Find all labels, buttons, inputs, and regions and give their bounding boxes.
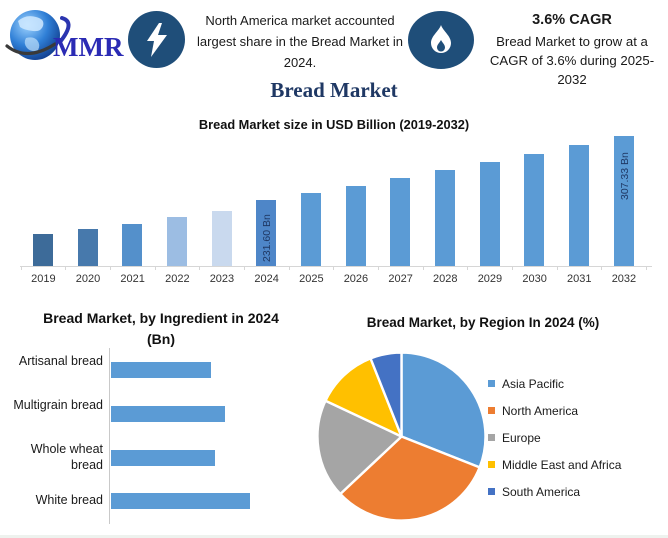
bar-2028	[435, 170, 455, 266]
bar-whole-wheat-bread	[111, 450, 215, 466]
legend-item-middle-east-and-africa: Middle East and Africa	[488, 457, 621, 472]
region-chart-title: Bread Market, by Region In 2024 (%)	[366, 315, 600, 330]
axis-tick	[110, 266, 111, 270]
ingredient-chart-axis	[109, 348, 110, 524]
data-label-2032: 307.33 Bn	[618, 152, 631, 200]
legend-swatch-icon	[488, 461, 495, 468]
axis-tick	[244, 266, 245, 270]
globe-icon	[5, 10, 71, 60]
pie-slice-asia-pacific	[400, 351, 487, 469]
x-axis-label-2024: 2024	[254, 273, 279, 285]
x-axis-label-2031: 2031	[566, 273, 592, 285]
cagr-title: 3.6% CAGR	[532, 12, 612, 28]
ingredient-chart-title: Bread Market, by Ingredient in 2024 (Bn)	[20, 308, 302, 350]
axis-tick	[601, 266, 603, 270]
bar-2023	[212, 211, 232, 266]
bar-artisanal-bread	[111, 362, 211, 378]
ingredient-chart-panel: Bread Market, by Ingredient in 2024 (Bn)…	[0, 300, 322, 535]
legend-label: Europe	[502, 430, 541, 445]
legend-item-asia-pacific: Asia Pacific	[488, 376, 621, 391]
lightning-badge	[128, 11, 185, 68]
pie-slice-north-america	[339, 435, 481, 522]
legend-label: Asia Pacific	[502, 376, 565, 391]
bar-white-bread	[111, 493, 250, 509]
axis-tick	[645, 266, 647, 270]
axis-tick	[199, 266, 201, 270]
pie-slice-europe	[316, 399, 403, 496]
data-label-2024: 231.60 Bn	[260, 214, 273, 262]
legend-label: Middle East and Africa	[502, 457, 622, 472]
x-axis-label-2029: 2029	[477, 273, 503, 285]
axis-tick	[422, 266, 424, 270]
axis-tick	[154, 266, 156, 270]
ingredient-chart-title-line1: Bread Market, by Ingredient in 2024	[43, 310, 279, 326]
bar-2027	[390, 178, 410, 266]
category-label-multigrain-bread: Multigrain bread	[13, 398, 103, 412]
axis-tick	[288, 266, 290, 270]
bar-2021	[122, 224, 142, 266]
header-highlight-text: North America market accounted largest s…	[197, 13, 403, 70]
x-axis-label-2028: 2028	[432, 273, 458, 285]
pie-legend: Asia Pacific North America Europe Middle Ea…	[488, 376, 621, 511]
market-size-chart-title: Bread Market size in USD Billion (2019-2…	[198, 117, 470, 132]
mmr-logo[interactable]: MMR	[4, 6, 126, 68]
bar-2026	[346, 186, 366, 266]
x-axis-label-2025: 2025	[299, 273, 324, 285]
ingredient-chart-title-line2: (Bn)	[147, 331, 175, 347]
bar-2019	[33, 234, 53, 266]
x-axis-label-2026: 2026	[343, 273, 369, 285]
category-label-whole-wheat-bread: Whole wheat bread	[30, 442, 103, 472]
axis-tick	[378, 266, 379, 270]
axis-tick	[20, 266, 22, 270]
bar-2020	[78, 229, 98, 266]
market-size-bar-chart: 2019 2020 2021 2022 2023 2024 231.60 Bn 2025 202…	[20, 132, 652, 285]
x-axis-label-2027: 2027	[388, 273, 413, 285]
x-axis-label-2030: 2030	[522, 273, 547, 285]
lightning-icon	[146, 22, 167, 57]
category-label-artisanal-bread: Artisanal bread	[18, 354, 103, 368]
bar-2032	[614, 136, 634, 266]
bar-2024	[256, 200, 276, 266]
x-axis-label-2032: 2032	[611, 273, 637, 285]
category-label-white-bread: White bread	[35, 493, 103, 507]
axis-tick	[467, 266, 469, 270]
region-pie-chart	[316, 351, 487, 522]
bar-2025	[301, 193, 321, 266]
logo-text: MMR	[53, 32, 124, 62]
bar-2030	[524, 154, 544, 266]
pie-slice-middle-east-and-africa	[324, 357, 403, 438]
x-axis-label-2020: 2020	[75, 273, 101, 285]
axis-tick	[333, 266, 335, 270]
legend-swatch-icon	[488, 380, 495, 387]
legend-label: South America	[502, 484, 581, 499]
flame-icon	[431, 25, 451, 53]
bar-2029	[480, 162, 500, 266]
legend-swatch-icon	[488, 434, 495, 441]
legend-swatch-icon	[488, 407, 495, 414]
legend-swatch-icon	[488, 488, 495, 495]
x-axis-label-2021: 2021	[120, 273, 145, 285]
legend-item-south-america: South America	[488, 484, 621, 499]
axis-tick	[556, 266, 558, 270]
pie-slice-south-america	[369, 351, 403, 438]
axis-tick	[65, 266, 67, 270]
x-axis-label-2022: 2022	[165, 273, 190, 285]
bar-2031	[569, 145, 589, 266]
legend-item-europe: Europe	[488, 430, 621, 445]
page-title: Bread Market	[270, 78, 398, 102]
bar-multigrain-bread	[111, 406, 225, 422]
legend-label: North America	[502, 403, 579, 418]
bar-2022	[167, 217, 187, 266]
cagr-text: Bread Market to grow at a CAGR of 3.6% d…	[489, 34, 655, 88]
x-axis-label-2023: 2023	[209, 273, 235, 285]
flame-badge	[408, 11, 474, 69]
legend-item-north-america: North America	[488, 403, 621, 418]
cagr-block: 3.6% CAGR Bread Market to grow at a CAGR…	[476, 12, 668, 89]
region-chart-panel: Bread Market, by Region In 2024 (%) Asia…	[316, 300, 668, 535]
x-axis-label-2019: 2019	[31, 273, 56, 285]
axis-tick	[512, 266, 513, 270]
